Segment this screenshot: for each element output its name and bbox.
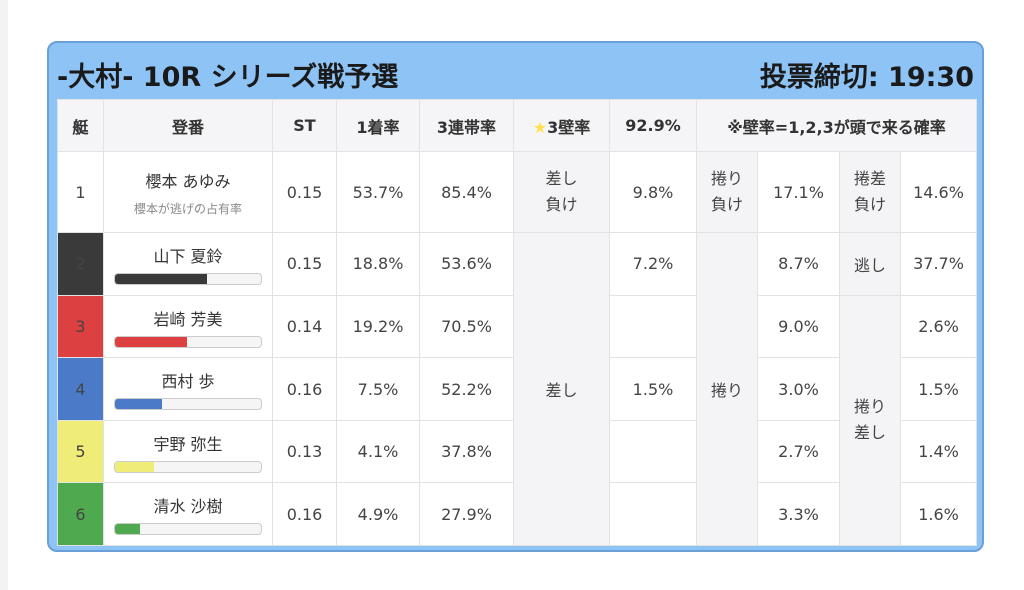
st-value: 0.13	[272, 419, 337, 484]
win-rate-value: 4.9%	[336, 482, 420, 546]
makuri-value: 8.7%	[757, 232, 840, 296]
makuri-value: 3.0%	[757, 357, 840, 421]
makurisashi-label: 捲り 差し	[839, 294, 901, 547]
col-frame: 艇	[57, 98, 104, 153]
col-win-rate: 1着率	[336, 98, 420, 153]
star-icon: ★	[532, 117, 548, 137]
win-rate-value: 4.1%	[336, 419, 420, 484]
racer-name[interactable]: 櫻本 あゆみ	[145, 171, 231, 191]
top3-rate-value: 37.8%	[419, 419, 514, 484]
makurisashi-make-value: 14.6%	[899, 151, 978, 234]
makurisashi-make-label: 捲差 負け	[839, 151, 901, 234]
left-edge-strip	[0, 0, 8, 590]
top3-rate-value: 85.4%	[419, 151, 514, 234]
table-row: 5 宇野 弥生 0.13 4.1% 37.8% 2.7% 1.4%	[57, 419, 978, 484]
win-rate-value: 19.2%	[336, 294, 420, 359]
table-row: 6 清水 沙樹 0.16 4.9% 27.9% 3.3% 1.6%	[57, 482, 978, 546]
racer-cell: 岩崎 芳美	[103, 294, 273, 359]
race-title: -大村- 10R シリーズ戦予選	[57, 62, 399, 93]
frame-number: 3	[57, 294, 104, 359]
sashi-value	[609, 419, 697, 484]
header-row: 艇 登番 ST 1着率 3連帯率 ★3壁率 92.9% ※壁率=1,2,3が頭で…	[57, 98, 978, 153]
racer-bar	[114, 460, 262, 473]
st-value: 0.15	[272, 151, 337, 234]
racer-bar	[114, 398, 262, 411]
frame-number: 4	[57, 357, 104, 421]
col-st: ST	[272, 98, 337, 153]
racer-bar-fill	[115, 273, 207, 284]
racer-bar	[114, 523, 262, 536]
makuri-make-value: 17.1%	[757, 151, 840, 234]
sashi-value	[609, 294, 697, 359]
st-value: 0.16	[272, 482, 337, 546]
racer-bar-fill	[115, 461, 155, 472]
sashi-label: 差し	[513, 232, 610, 546]
racer-bar	[114, 335, 262, 348]
racer-bar-fill	[115, 336, 187, 347]
col-top3-rate: 3連帯率	[419, 98, 514, 153]
makuri-value: 3.3%	[757, 482, 840, 546]
racer-name[interactable]: 岩崎 芳美	[153, 309, 223, 329]
makurisashi-value: 1.4%	[899, 419, 978, 484]
table-row: 4 西村 歩 0.16 7.5% 52.2% 1.5% 3.0% 1.5%	[57, 357, 978, 421]
racer-cell: 山下 夏鈴	[103, 232, 273, 296]
st-value: 0.16	[272, 357, 337, 421]
win-rate-value: 53.7%	[336, 151, 420, 234]
racer-cell: 清水 沙樹	[103, 482, 273, 546]
racer-cell: 櫻本 あゆみ 櫻本が逃げの占有率	[103, 151, 273, 234]
frame-number: 5	[57, 419, 104, 484]
top3-rate-value: 27.9%	[419, 482, 514, 546]
makuri-make-label: 捲り 負け	[696, 151, 758, 234]
table-row: 1 櫻本 あゆみ 櫻本が逃げの占有率 0.15 53.7% 85.4% 差し 負け…	[57, 151, 978, 234]
racer-name[interactable]: 山下 夏鈴	[153, 246, 223, 266]
race-panel: -大村- 10R シリーズ戦予選 投票締切: 19:30 艇 登番 ST 1着率…	[47, 41, 984, 552]
makuri-value: 9.0%	[757, 294, 840, 359]
frame-number: 6	[57, 482, 104, 546]
racer-bar-fill	[115, 524, 140, 535]
racer-name[interactable]: 清水 沙樹	[153, 497, 223, 517]
title-bar: -大村- 10R シリーズ戦予選 投票締切: 19:30	[49, 43, 982, 99]
makurisashi-value: 2.6%	[899, 294, 978, 359]
col-wall-rate-button[interactable]: ★3壁率	[513, 98, 610, 153]
top3-rate-value: 70.5%	[419, 294, 514, 359]
racer-cell: 西村 歩	[103, 357, 273, 421]
wall-rate-label: 3壁率	[547, 117, 591, 137]
makuri-label: 捲り	[696, 232, 758, 546]
sashi-value: 1.5%	[609, 357, 697, 421]
col-entry: 登番	[103, 98, 273, 153]
sashi-make-value: 9.8%	[609, 151, 697, 234]
deadline-time: 投票締切: 19:30	[759, 62, 974, 93]
nigashi-value: 37.7%	[899, 232, 978, 296]
win-rate-value: 7.5%	[336, 357, 420, 421]
race-table: 艇 登番 ST 1着率 3連帯率 ★3壁率 92.9% ※壁率=1,2,3が頭で…	[57, 98, 978, 547]
sashi-value: 7.2%	[609, 232, 697, 296]
racer-bar	[114, 272, 262, 285]
racer-name[interactable]: 西村 歩	[161, 372, 215, 392]
makuri-value: 2.7%	[757, 419, 840, 484]
frame-number: 2	[57, 232, 104, 296]
top3-rate-value: 53.6%	[419, 232, 514, 296]
table-row: 2 山下 夏鈴 0.15 18.8% 53.6% 差し 7.2% 捲り 8.7%…	[57, 232, 978, 546]
escape-share-label: 櫻本が逃げの占有率	[133, 201, 242, 216]
racer-cell: 宇野 弥生	[103, 419, 273, 484]
sashi-value	[609, 482, 697, 546]
makurisashi-value: 1.5%	[899, 357, 978, 421]
wall-rate-note: ※壁率=1,2,3が頭で来る確率	[695, 98, 978, 153]
racer-bar-fill	[115, 399, 162, 410]
sashi-make-label: 差し 負け	[513, 151, 610, 234]
table-row: 3 岩崎 芳美 0.14 19.2% 70.5% 9.0% 捲り 差し 2.6%	[57, 294, 978, 547]
racer-name[interactable]: 宇野 弥生	[153, 434, 223, 454]
st-value: 0.15	[272, 232, 337, 296]
nigashi-label: 逃し	[839, 232, 901, 296]
wall-rate-value: 92.9%	[609, 98, 697, 153]
st-value: 0.14	[272, 294, 337, 359]
frame-number: 1	[57, 151, 104, 234]
win-rate-value: 18.8%	[336, 232, 420, 296]
top3-rate-value: 52.2%	[419, 357, 514, 421]
makurisashi-value: 1.6%	[899, 482, 978, 546]
